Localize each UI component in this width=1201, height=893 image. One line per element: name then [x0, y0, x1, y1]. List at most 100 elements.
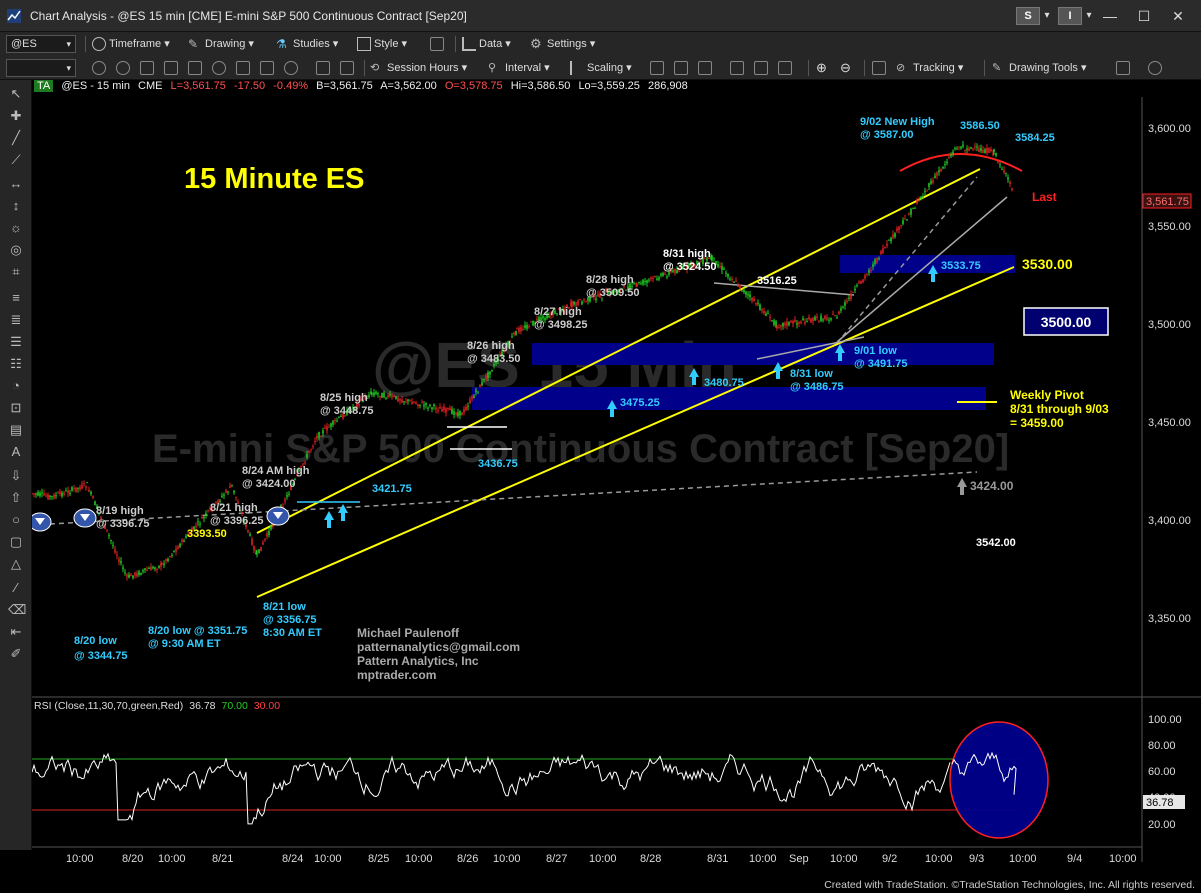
price-bar-body	[852, 291, 854, 293]
maximize-icon[interactable]: ☐	[1137, 8, 1151, 24]
price-bar-body	[427, 407, 429, 409]
scaling-menu[interactable]: Scaling ▾	[570, 59, 632, 77]
trendline-icon[interactable]: ╱	[12, 130, 20, 145]
chart-type-icon-5[interactable]	[754, 61, 768, 75]
chart-type-icon-2[interactable]	[674, 61, 688, 75]
triangle-icon[interactable]: △	[11, 556, 21, 571]
price-bar-body	[753, 298, 755, 302]
tool-icon-10[interactable]	[316, 61, 330, 75]
price-bar-body	[366, 397, 368, 399]
price-bar-body	[769, 316, 771, 318]
price-bar-body	[554, 310, 556, 315]
chart-type-icon-3[interactable]	[698, 61, 712, 75]
tool-icon-7[interactable]	[236, 61, 250, 75]
i-dropdown-icon[interactable]: ▾	[1086, 10, 1092, 21]
layout-icon[interactable]	[430, 37, 444, 51]
price-bar-body	[383, 392, 385, 398]
close-icon[interactable]: ✕	[1172, 8, 1184, 24]
price-bar-body	[625, 289, 627, 291]
minimize-icon[interactable]: —	[1103, 8, 1117, 24]
export-icon[interactable]	[1116, 61, 1130, 75]
tool-icon-2[interactable]	[116, 61, 130, 75]
drawing-menu[interactable]: ✎ Drawing ▾	[188, 37, 254, 52]
price-bar-body	[686, 264, 688, 270]
price-bar-body	[336, 420, 338, 422]
chart-type-icon-1[interactable]	[650, 61, 664, 75]
symbol-input[interactable]: @ES ▾	[6, 35, 76, 53]
annotation-902-high: 9/02 New High @ 3587.00	[860, 116, 935, 141]
circle-icon[interactable]: ○	[12, 512, 20, 527]
price-bar-body	[710, 256, 712, 260]
regression-icon[interactable]: ⊡	[10, 400, 22, 415]
annotation-827-high: 8/27 high @ 3498.25	[534, 306, 588, 331]
i-button[interactable]: I	[1058, 7, 1082, 25]
pin-left-icon[interactable]: ⇤	[10, 624, 22, 639]
price-bar-body	[437, 410, 439, 412]
trendline-extended-icon[interactable]: ⟋	[11, 152, 21, 167]
eraser-icon[interactable]: ⌫	[8, 602, 27, 617]
price-bar-body	[840, 308, 842, 311]
ruler-icon[interactable]: ⁄	[14, 580, 18, 595]
tracking-menu[interactable]: ⊘ Tracking ▾	[896, 62, 964, 75]
cycle-icon[interactable]: ◎	[10, 242, 22, 257]
settings-menu[interactable]: ⚙ Settings ▾	[530, 36, 596, 52]
chart-area[interactable]: @ES 15 Min E-mini S&P 500 Continuous Con…	[32, 97, 1201, 878]
chart-type-icon-4[interactable]	[730, 61, 744, 75]
grid-icon[interactable]	[872, 61, 886, 75]
price-bar-body	[820, 315, 822, 322]
retrace-icon[interactable]: ≡	[12, 290, 20, 305]
data-menu[interactable]: Data ▾	[462, 35, 511, 53]
price-bar-body	[894, 233, 896, 237]
zoom-out-icon[interactable]: ⊖	[840, 60, 851, 75]
price-bar-body	[185, 535, 187, 538]
horizontal-line-icon[interactable]: ↔	[9, 176, 23, 191]
pointer-icon[interactable]: ↖	[10, 86, 22, 101]
price-bar-body	[926, 190, 928, 192]
paint-icon[interactable]: ✐	[10, 646, 22, 661]
text-icon[interactable]: A	[11, 444, 21, 459]
tool-icon-11[interactable]	[340, 61, 354, 75]
channel-icon[interactable]: ▤	[9, 422, 23, 437]
session-hours-menu[interactable]: ⟲ Session Hours ▾	[370, 62, 468, 75]
vertical-line-icon[interactable]: ↕	[12, 198, 20, 213]
fib-icon[interactable]: ⌗	[12, 264, 20, 279]
tool-icon-9[interactable]	[284, 61, 298, 75]
arrow-up-icon[interactable]: ⇧	[10, 490, 22, 505]
tool-icon-3[interactable]	[140, 61, 154, 75]
rectangle-icon[interactable]: ▢	[9, 534, 23, 549]
ta-badge[interactable]: TA	[34, 80, 54, 92]
crosshair-icon[interactable]: ✚	[10, 108, 22, 123]
studies-menu[interactable]: ⚗ Studies ▾	[276, 37, 339, 52]
tool-icon-4[interactable]	[164, 61, 178, 75]
gann-icon[interactable]: ☼	[10, 220, 22, 235]
price-bar-body	[209, 508, 211, 510]
s-button[interactable]: S	[1016, 7, 1040, 25]
interval-dropdown[interactable]: ▾	[6, 59, 76, 77]
fib-time-icon[interactable]: ☰	[10, 334, 22, 349]
interval-menu[interactable]: ⚲ Interval ▾	[488, 62, 550, 75]
price-bar-body	[501, 351, 503, 356]
arrow-down-icon[interactable]: ⇩	[10, 468, 22, 483]
chat-icon[interactable]	[1148, 61, 1162, 75]
tool-icon-5[interactable]	[188, 61, 202, 75]
tool-icon-6[interactable]	[212, 61, 226, 75]
chart-type-icon-6[interactable]	[778, 61, 792, 75]
price-bar-body	[528, 326, 530, 328]
s-dropdown-icon[interactable]: ▾	[1044, 10, 1050, 21]
price-bar-body	[106, 529, 108, 531]
timeframe-menu[interactable]: Timeframe ▾	[92, 35, 170, 53]
zoom-in-icon[interactable]: ⊕	[816, 60, 827, 75]
price-bar-body	[47, 494, 49, 500]
speed-lines-icon[interactable]: ☷	[10, 356, 22, 371]
price-bar-body	[187, 534, 189, 536]
price-bar-body	[904, 218, 906, 220]
price-bar-body	[962, 144, 964, 147]
drawing-tools-menu[interactable]: ✎ Drawing Tools ▾	[992, 62, 1087, 75]
tool-icon-1[interactable]	[92, 61, 106, 75]
fib-ext-icon[interactable]: ≣	[10, 312, 22, 327]
price-bar-body	[173, 550, 175, 553]
style-menu[interactable]: Style ▾	[357, 35, 407, 53]
info-exchange: CME	[138, 80, 163, 92]
fib-arc-icon[interactable]: ◔	[12, 378, 20, 393]
tool-icon-8[interactable]	[260, 61, 274, 75]
